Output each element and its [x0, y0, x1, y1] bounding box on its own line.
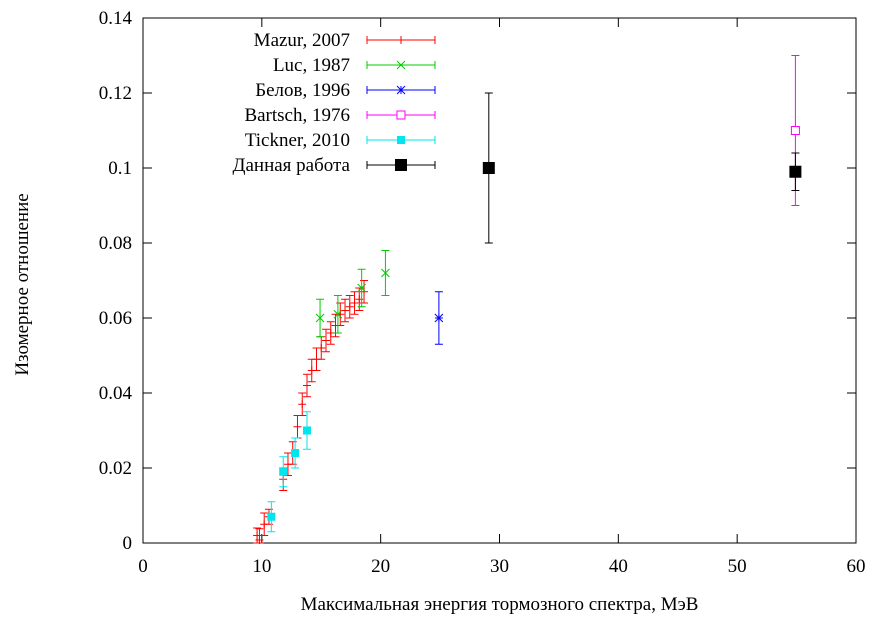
data-point [789, 152, 802, 191]
y-tick-label: 0 [123, 533, 133, 554]
data-point [333, 295, 343, 334]
x-tick-label: 60 [847, 556, 866, 577]
legend-label: Tickner, 2010 [245, 130, 350, 151]
data-point [260, 512, 269, 536]
series-4 [267, 411, 311, 533]
legend-entry: Tickner, 2010 [245, 130, 436, 151]
data-point [434, 291, 444, 345]
x-axis-ticks: 0 10 20 30 40 50 60 [138, 18, 866, 577]
open-square-marker [396, 110, 406, 120]
legend-label: Bartsch, 1976 [244, 105, 350, 126]
y-tick-label: 0.12 [99, 83, 132, 104]
y-tick-label: 0.04 [99, 383, 133, 404]
data-point [341, 298, 350, 323]
star-marker-b [434, 313, 444, 323]
filled-square-marker [397, 136, 405, 144]
series-layer [253, 55, 802, 544]
data-point [322, 328, 331, 353]
data-point [302, 373, 311, 398]
filled-square-marker [291, 449, 300, 457]
x-axis-title: Максимальная энергия тормозного спектра,… [301, 594, 699, 615]
big-square-marker [482, 162, 495, 174]
open-square-marker [790, 126, 800, 135]
y-tick-label: 0.14 [99, 8, 133, 29]
data-point [298, 392, 307, 416]
big-square-marker [395, 159, 407, 171]
data-point [302, 411, 311, 450]
big-square-marker [789, 165, 802, 178]
star-marker-b [396, 85, 406, 95]
series-1 [315, 250, 390, 338]
data-point [291, 437, 300, 469]
y-axis-title: Изомерное отношение [12, 193, 33, 375]
y-axis-ticks: 0 0.02 0.04 0.06 0.08 0.1 0.12 0.14 [99, 8, 856, 554]
x-tick-label: 10 [252, 556, 271, 577]
y-tick-label: 0.02 [99, 458, 132, 479]
y-tick-label: 0.06 [99, 308, 132, 329]
data-point [293, 415, 302, 439]
cross-marker-b [396, 60, 406, 70]
data-point [357, 268, 367, 308]
x-tick-label: 0 [138, 556, 148, 577]
filled-square-marker [267, 512, 276, 521]
legend-entry: Luc, 1987 [273, 55, 436, 76]
legend-label: Данная работа [233, 155, 351, 176]
x-tick-label: 40 [609, 556, 628, 577]
data-point [315, 298, 325, 338]
legend-entry: Mazur, 2007 [254, 30, 436, 51]
data-point [279, 456, 288, 488]
legend: Mazur, 2007 Luc, 1987 Белов, 1996 Bartsch, … [233, 30, 436, 176]
legend-entry: Белов, 1996 [255, 80, 436, 101]
y-tick-label: 0.1 [108, 158, 132, 179]
filled-square-marker [302, 426, 311, 435]
data-point [350, 291, 359, 315]
x-tick-label: 20 [371, 556, 390, 577]
cross-marker-b [357, 283, 367, 293]
data-point [326, 321, 335, 345]
cross-marker-b [315, 313, 325, 323]
series-2 [434, 291, 444, 345]
data-point [381, 250, 390, 296]
series-5 [482, 92, 802, 244]
y-tick-label: 0.08 [99, 233, 132, 254]
data-point [267, 501, 276, 533]
legend-label: Белов, 1996 [255, 80, 350, 101]
data-point [482, 92, 495, 244]
cross-marker-b [333, 309, 343, 319]
filled-square-marker [279, 467, 288, 476]
plot-frame [142, 17, 857, 544]
x-tick-label: 30 [490, 556, 509, 577]
legend-label: Luc, 1987 [273, 55, 350, 76]
cross-marker-b [381, 268, 390, 278]
legend-entry: Данная работа [233, 155, 436, 176]
data-point [255, 528, 264, 544]
legend-entry: Bartsch, 1976 [244, 105, 436, 126]
data-point [345, 295, 354, 319]
legend-label: Mazur, 2007 [254, 30, 350, 51]
x-tick-label: 50 [728, 556, 747, 577]
